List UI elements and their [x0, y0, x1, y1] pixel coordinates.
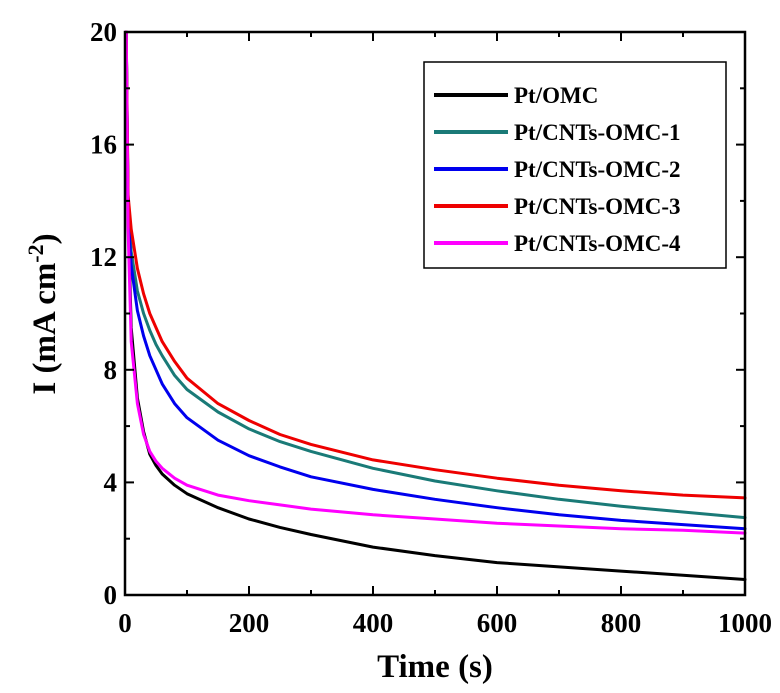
y-tick-label-1: 4 — [104, 467, 118, 497]
legend-label-4: Pt/CNTs-OMC-3 — [514, 194, 681, 219]
legend-label-5: Pt/CNTs-OMC-4 — [514, 231, 681, 256]
tick-labels: 0 200 400 600 800 1000 0 4 8 12 16 20 — [90, 17, 772, 638]
x-tick-label-3: 600 — [477, 608, 518, 638]
y-tick-label-2: 8 — [104, 355, 118, 385]
x-tick-label-0: 0 — [118, 608, 132, 638]
x-tick-label-1: 200 — [229, 608, 270, 638]
series-line-2 — [124, 30, 747, 520]
legend-label-2: Pt/CNTs-OMC-1 — [514, 120, 681, 145]
y-axis-title-main: I (mA cm — [27, 263, 63, 395]
legend-label-1: Pt/OMC — [514, 83, 598, 108]
plot-series — [124, 30, 747, 581]
y-tick-label-3: 12 — [90, 242, 117, 272]
y-axis-title: I (mA cm-2) — [23, 233, 63, 394]
y-tick-label-0: 0 — [104, 580, 118, 610]
x-tick-label-2: 400 — [353, 608, 394, 638]
y-tick-label-4: 16 — [90, 130, 117, 160]
x-tick-label-4: 800 — [601, 608, 642, 638]
series-line-3 — [124, 30, 747, 531]
x-tick-label-5: 1000 — [718, 608, 772, 638]
series-line-5 — [124, 30, 747, 535]
series-line-4 — [124, 30, 747, 500]
y-axis-title-close: ) — [27, 233, 63, 244]
legend: Pt/OMC Pt/CNTs-OMC-1 Pt/CNTs-OMC-2 Pt/CNTs-… — [423, 61, 727, 269]
axis-ticks — [124, 31, 746, 596]
y-axis-title-superscript: -2 — [23, 244, 48, 262]
legend-label-3: Pt/CNTs-OMC-2 — [514, 157, 681, 182]
y-tick-label-5: 20 — [90, 17, 117, 47]
x-axis-title: Time (s) — [377, 649, 493, 685]
